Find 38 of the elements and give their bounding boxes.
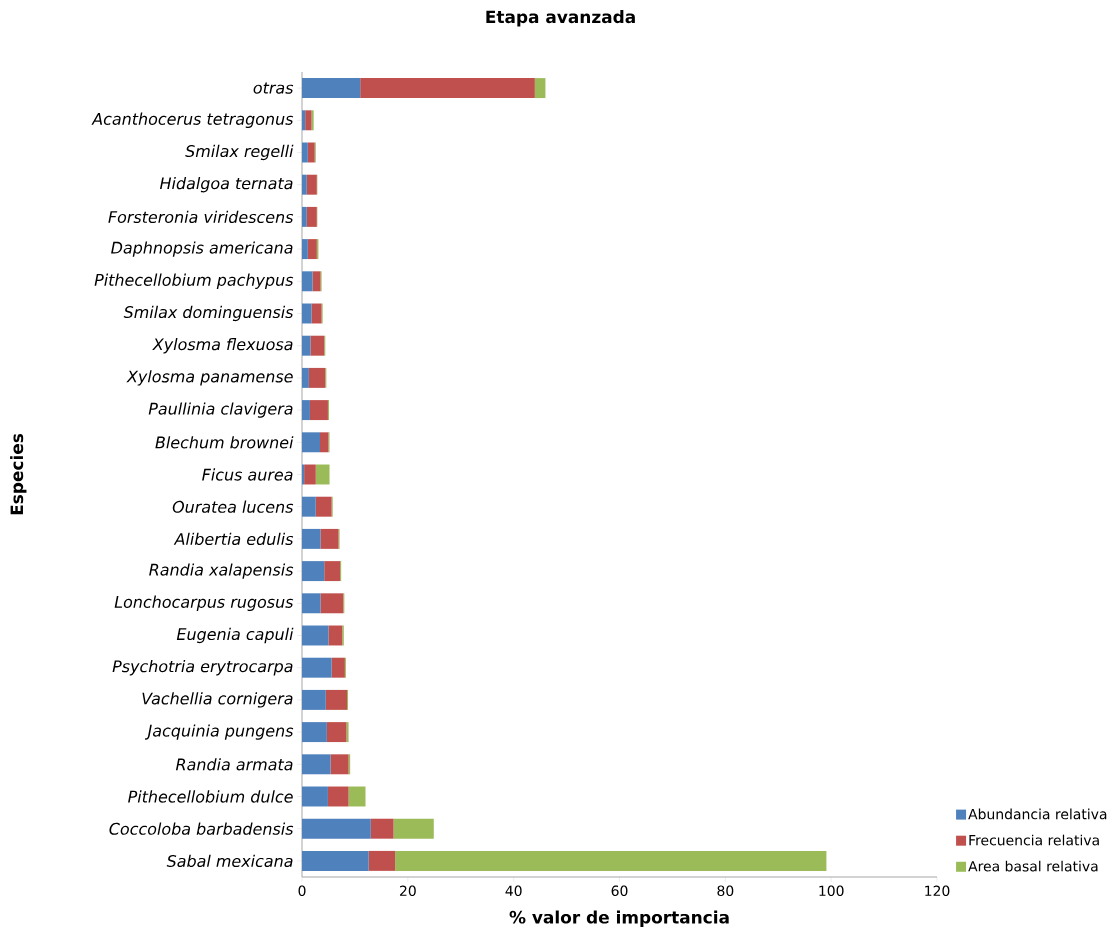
x-axis-title: % valor de importancia	[509, 910, 729, 927]
y-tick-label: Eugenia capuli	[176, 627, 294, 644]
y-tick-label: Psychotria erytrocarpa	[112, 659, 293, 676]
y-tick-label: Randia xalapensis	[149, 563, 294, 579]
y-tick-label: Pithecellobium dulce	[128, 790, 293, 803]
y-tick-label: Acanthocerus tetragonus	[91, 112, 294, 128]
legend-label: Frecuencia relativa	[969, 834, 1099, 846]
y-tick-label: Vachellia cornigera	[142, 692, 293, 708]
y-tick-label: Hidalgoa ternata	[159, 176, 293, 193]
y-tick-label: Alibertia edulis	[173, 532, 294, 546]
x-tick-label: 60	[611, 885, 628, 897]
y-tick-label: Jacquinia pungens	[144, 724, 294, 740]
y-tick-label: Xylosma flexuosa	[152, 337, 293, 354]
y-tick-label: Blechum brownei	[155, 436, 294, 449]
x-tick-label: 40	[505, 885, 522, 897]
y-tick-label: Daphnopsis americana	[111, 241, 293, 257]
y-tick-label: Randia armata	[175, 758, 293, 771]
y-tick-label: Xylosma panamense	[126, 370, 293, 386]
y-tick-label: Smilax regelli	[185, 144, 294, 161]
x-tick-label: 100	[819, 885, 844, 897]
y-tick-label: Forsteronia viridescens	[108, 210, 294, 224]
y-tick-label: Ouratea lucens	[172, 500, 294, 513]
y-tick-label: otras	[253, 82, 294, 94]
legend-label: Area basal relativa	[968, 860, 1098, 872]
y-tick-label: Pithecellobium pachypus	[94, 273, 294, 289]
legend-label: Abundancia relativa	[968, 808, 1107, 820]
y-tick-label: Lonchocarpus rugosus	[114, 595, 294, 611]
y-tick-label: Coccoloba barbadensis	[109, 822, 294, 835]
y-tick-label: Smilax dominguensis	[123, 305, 294, 322]
x-tick-label: 80	[717, 885, 734, 897]
chart-title: Etapa avanzada	[486, 10, 635, 27]
x-tick-label: 20	[399, 885, 416, 897]
y-tick-label: Paullinia clavigera	[148, 402, 293, 418]
x-tick-label: 120	[925, 885, 950, 897]
y-tick-label: Sabal mexicana	[166, 854, 293, 868]
y-axis-title: Especies	[10, 433, 27, 515]
x-tick-label: 0	[298, 885, 306, 897]
y-tick-label: Ficus aurea	[202, 468, 293, 481]
